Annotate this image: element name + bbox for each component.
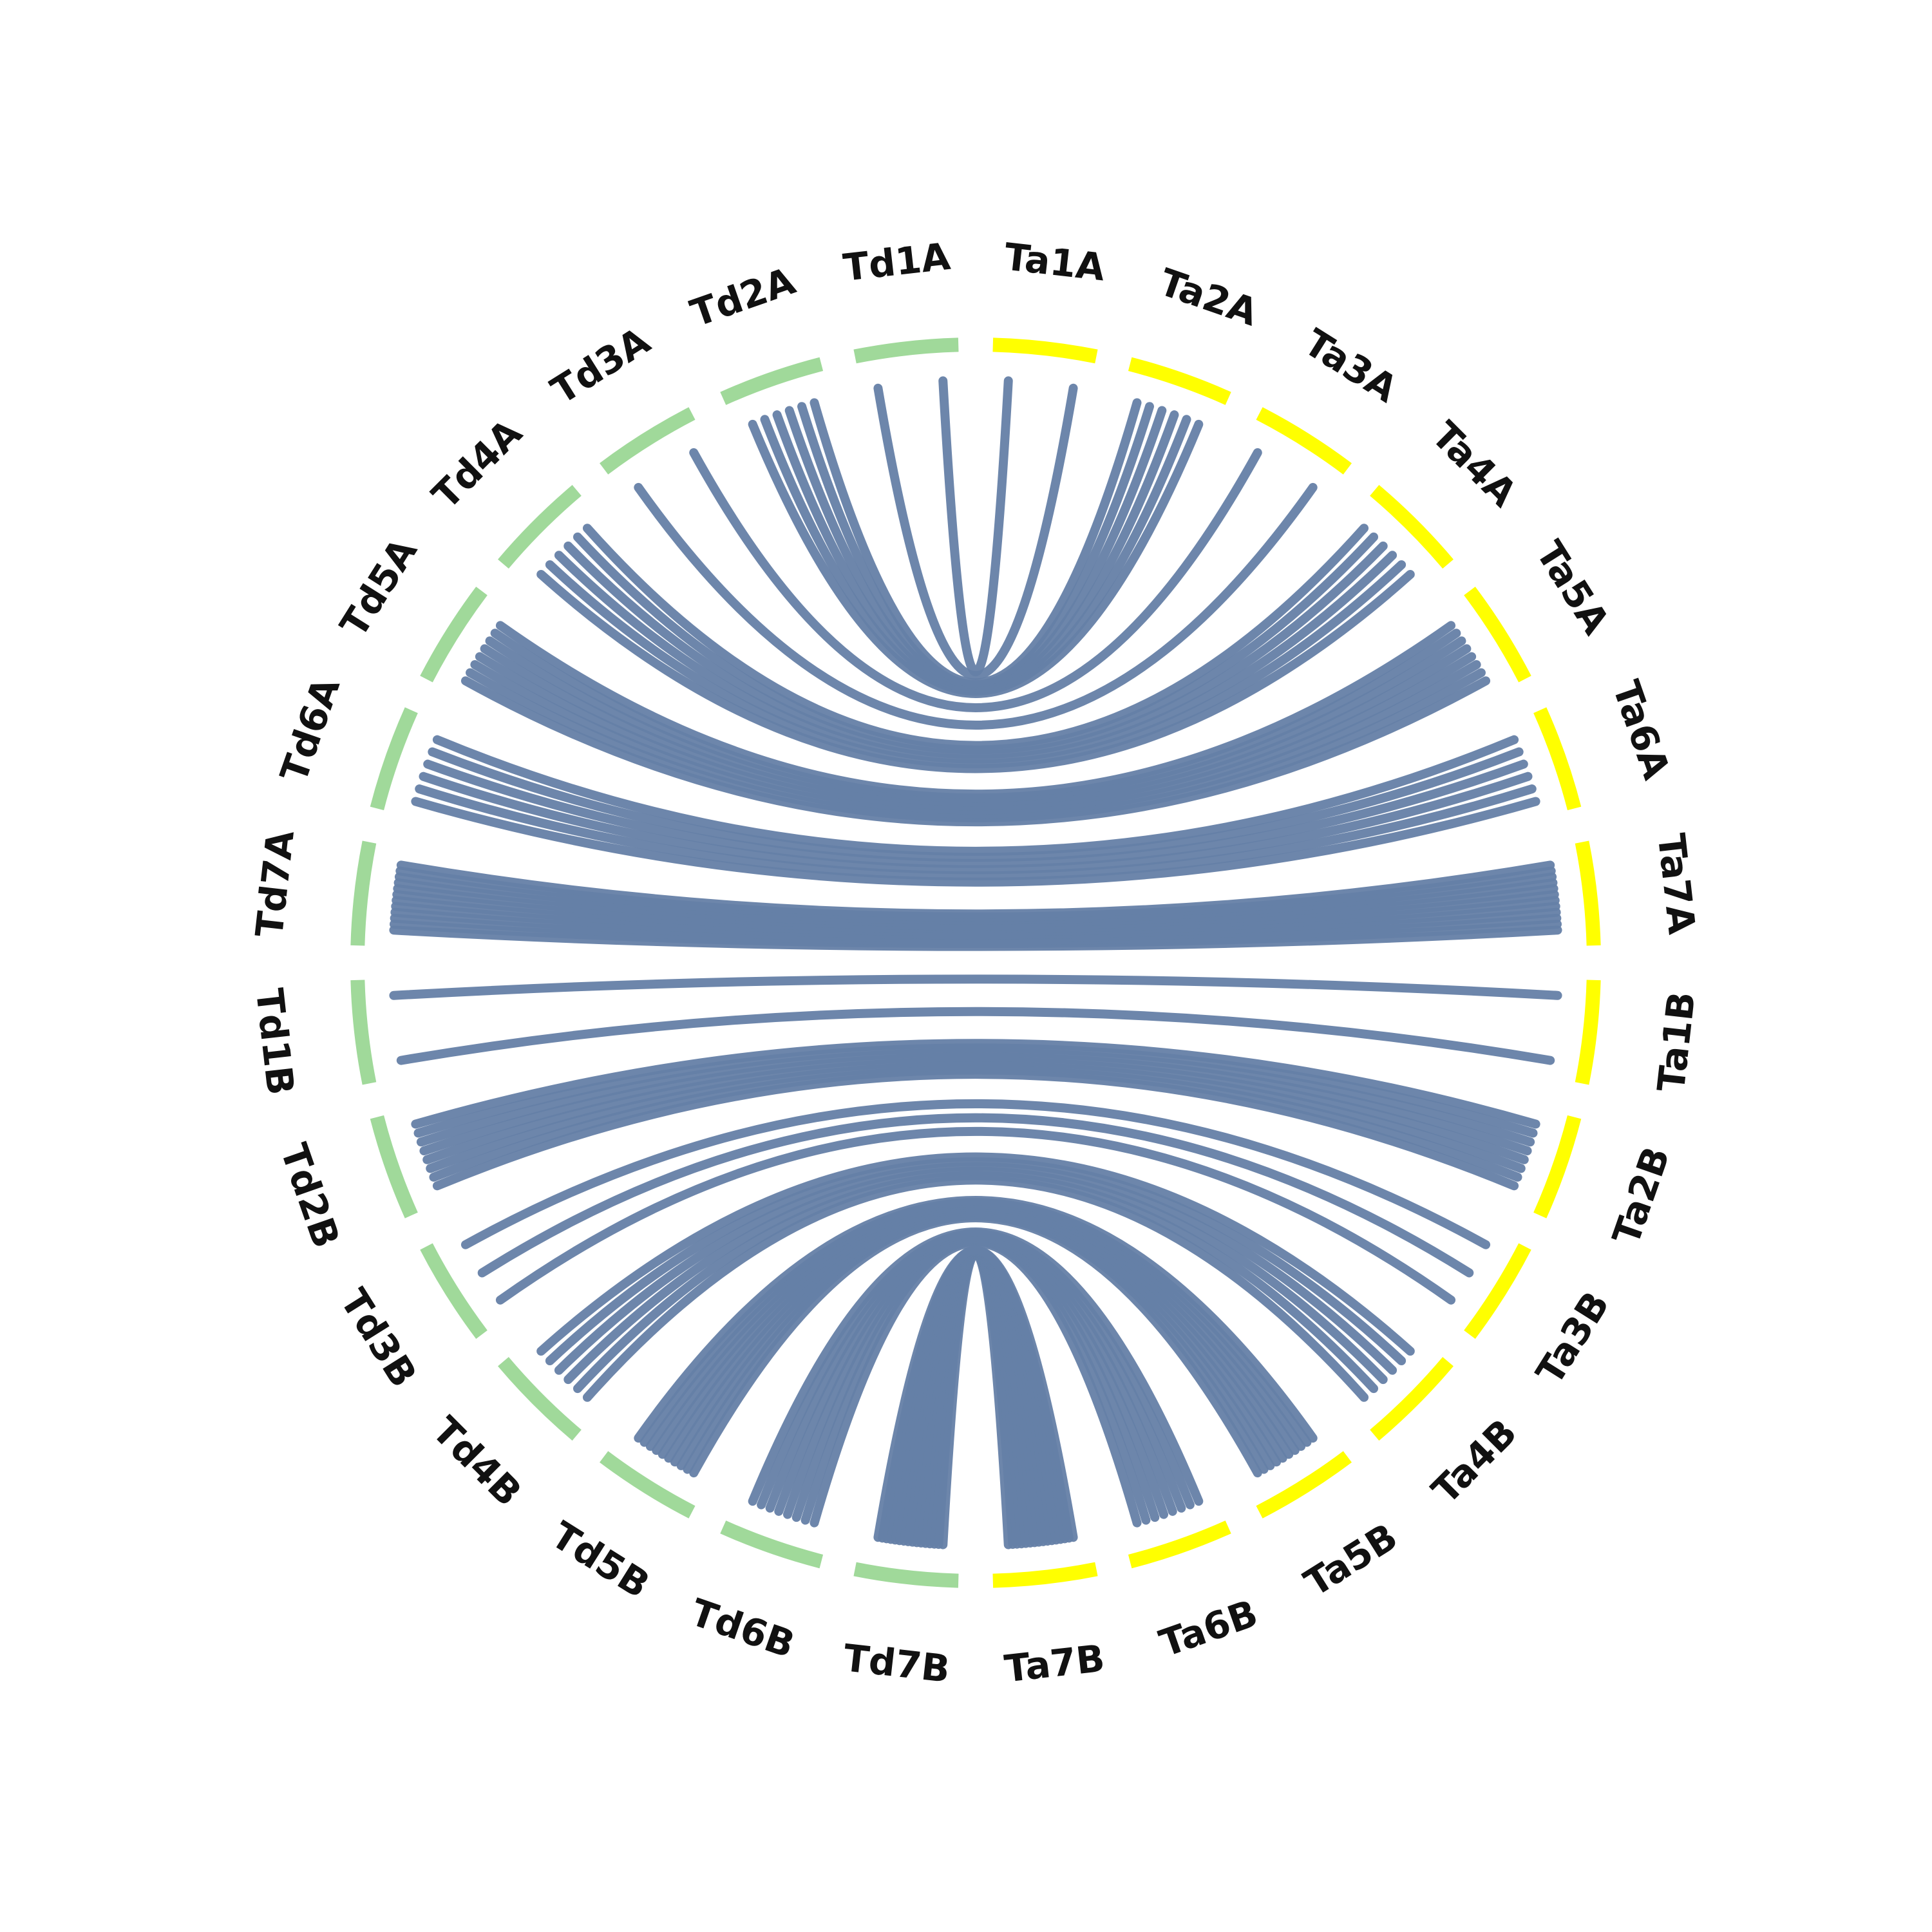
link-td3b-ta3b (460, 1099, 1491, 1249)
label-td1b: Td1B (247, 986, 303, 1097)
label-td6a: Td6A (272, 672, 348, 788)
label-ta6a: Ta6A (1604, 675, 1679, 784)
segment-ta4a (1370, 485, 1454, 569)
link-td2b-ta2b (411, 1039, 1540, 1129)
segment-ta3b (1464, 1243, 1531, 1339)
link-td6b-ta6b (782, 1234, 1169, 1519)
label-td3a: Td3A (544, 319, 658, 413)
segment-ta6a (1533, 707, 1582, 811)
segment-td6b (720, 1520, 824, 1569)
link-td6b-ta6b (800, 1236, 1151, 1525)
label-ta4b: Ta4B (1423, 1410, 1525, 1512)
label-ta3b: Ta3B (1528, 1284, 1618, 1392)
link-td2a-ta2a (797, 402, 1154, 690)
label-ta3a: Ta3A (1296, 320, 1405, 411)
segment-ta5a (1464, 587, 1531, 683)
link-td3b-ta3b (477, 1113, 1474, 1278)
segment-ta4b (1370, 1357, 1454, 1441)
link-td1b-ta1b (389, 974, 1562, 1000)
label-td5a: Td5A (332, 531, 426, 645)
link-td4b-ta4b (564, 1166, 1388, 1385)
label-td2b: Td2B (272, 1138, 348, 1253)
link-td6a-ta6a (411, 797, 1540, 887)
segment-td6a (370, 707, 418, 811)
link-td6b-ta6b (748, 1227, 1204, 1506)
link-td3a-ta3a (689, 448, 1262, 712)
segment-td7b (853, 1562, 959, 1588)
link-td5b-ta5b (634, 1196, 1318, 1443)
segment-ta2b (1533, 1115, 1582, 1218)
segment-ta7a (1575, 840, 1601, 946)
link-td6a-ta6a (423, 759, 1528, 868)
link-td4b-ta4b (554, 1162, 1397, 1375)
segment-td2b (370, 1115, 418, 1218)
label-ta1a: Ta1A (1002, 234, 1107, 289)
label-td6b: Td6B (685, 1590, 800, 1667)
segment-td5b (600, 1451, 696, 1519)
arcs-layer (350, 337, 1601, 1588)
segment-ta7b (992, 1562, 1098, 1588)
link-td4b-ta4b (573, 1171, 1379, 1394)
segment-td3a (600, 407, 696, 475)
link-td6b-ta6b (810, 1238, 1142, 1528)
label-td7b: Td7B (841, 1636, 952, 1691)
link-td6a-ta6a (432, 735, 1519, 856)
label-td5b: Td5B (544, 1513, 657, 1607)
segment-td2a (720, 357, 824, 405)
label-ta5a: Ta5A (1528, 533, 1618, 642)
link-td1b-ta1b (396, 1007, 1555, 1065)
label-td3b: Td3B (332, 1281, 426, 1394)
label-td4a: Td4A (424, 411, 531, 518)
label-ta7b: Ta7B (1002, 1636, 1106, 1691)
segment-td4a (498, 485, 582, 569)
link-td4a-ta4a (545, 560, 1406, 768)
link-td4a-ta4a (536, 569, 1415, 773)
label-td4b: Td4B (424, 1408, 530, 1515)
segment-td4b (498, 1357, 582, 1441)
link-td7a-ta7a (396, 860, 1555, 919)
segment-ta1b (1575, 980, 1601, 1085)
link-td2a-ta2a (810, 398, 1142, 688)
link-td4a-ta4a (582, 524, 1369, 750)
link-td5a-ta5a (495, 621, 1456, 799)
label-td1a: Td1A (841, 234, 952, 290)
link-td6b-ta6b (791, 1235, 1160, 1522)
link-td3a-ta3a (634, 482, 1318, 730)
segment-td7a (350, 840, 377, 946)
segment-ta6b (1128, 1520, 1231, 1569)
label-ta1b: Ta1B (1649, 989, 1704, 1094)
segment-ta5b (1256, 1451, 1352, 1519)
links-layer (389, 376, 1562, 1549)
segment-td1a (853, 337, 959, 364)
link-td6a-ta6a (419, 772, 1533, 875)
label-ta7a: Ta7A (1649, 831, 1704, 936)
link-td4b-ta4b (582, 1175, 1369, 1402)
link-td3b-ta3b (495, 1126, 1456, 1305)
label-ta4a: Ta4A (1423, 413, 1526, 515)
link-td5a-ta5a (490, 629, 1461, 803)
link-td6a-ta6a (415, 784, 1537, 880)
segment-ta3a (1256, 407, 1352, 475)
segment-td5a (420, 587, 488, 683)
segment-td3b (420, 1243, 488, 1339)
link-td4b-ta4b (536, 1152, 1415, 1356)
link-td2b-ta2b (413, 1043, 1538, 1138)
segment-ta1a (992, 337, 1098, 364)
label-ta2a: Ta2A (1154, 260, 1264, 335)
segment-ta2a (1128, 357, 1231, 405)
label-td2a: Td2A (685, 259, 801, 336)
link-td4b-ta4b (545, 1157, 1406, 1366)
label-ta6b: Ta6B (1154, 1591, 1264, 1666)
link-td1a-ta1a (938, 376, 1013, 677)
label-ta2b: Ta2B (1604, 1141, 1679, 1251)
label-ta5b: Ta5B (1297, 1515, 1405, 1605)
link-td6a-ta6a (428, 747, 1524, 862)
label-td7a: Td7A (247, 828, 303, 940)
link-td7b-ta7b (873, 1245, 1078, 1542)
link-td2a-ta2a (784, 406, 1167, 692)
segment-td1b (350, 980, 377, 1085)
